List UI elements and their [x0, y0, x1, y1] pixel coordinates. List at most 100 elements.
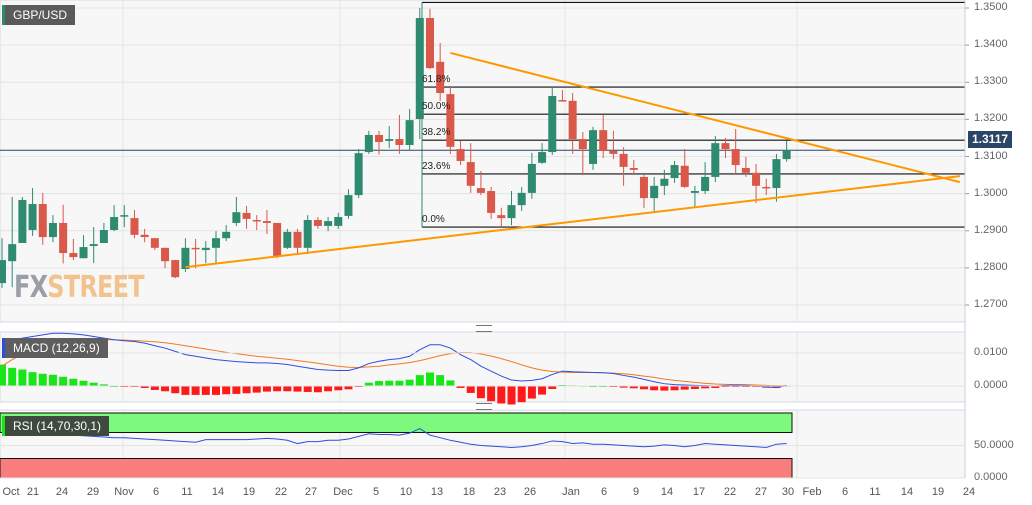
- candle-body: [385, 139, 394, 141]
- price-tick-label: 1.3400: [974, 38, 1008, 51]
- candle-body: [99, 230, 108, 244]
- candle-body: [446, 94, 455, 147]
- candle-body: [527, 163, 536, 193]
- candle-body: [476, 188, 485, 193]
- macd-histogram-bar: [18, 369, 27, 386]
- macd-histogram-bar: [466, 386, 475, 393]
- macd-histogram-bar: [548, 386, 557, 389]
- macd-histogram-bar: [629, 386, 638, 389]
- candle-body: [721, 143, 730, 150]
- candle-body: [252, 219, 261, 222]
- candle-body: [283, 231, 292, 248]
- macd-histogram-bar: [211, 386, 220, 395]
- candle-body: [405, 120, 414, 145]
- candle-body: [242, 212, 251, 219]
- candle-body: [395, 139, 404, 145]
- candle-body: [752, 172, 761, 186]
- macd-histogram-bar: [538, 386, 547, 395]
- candle-body: [303, 219, 312, 248]
- macd-histogram-bar: [99, 384, 108, 386]
- x-axis-date-label: 29: [86, 486, 100, 498]
- x-axis-date-label: 17: [692, 486, 706, 498]
- candle-body: [548, 95, 557, 153]
- price-tick-label: 1.2900: [974, 223, 1008, 236]
- macd-histogram-bar: [273, 386, 282, 392]
- panel-resize-handle[interactable]: [476, 403, 492, 410]
- price-tick-label: 1.3200: [974, 112, 1008, 125]
- candle-body: [293, 231, 302, 248]
- candle-body: [8, 244, 17, 262]
- macd-histogram-bar: [8, 367, 17, 386]
- x-axis-date-label: 10: [399, 486, 413, 498]
- fib-level-label: 0.0%: [422, 214, 445, 226]
- macd-histogram-bar: [283, 386, 292, 392]
- macd-histogram-bar: [619, 386, 628, 388]
- x-axis-date-label: 21: [26, 486, 40, 498]
- x-axis-date-label: 6: [600, 486, 608, 498]
- candle-body: [701, 176, 710, 192]
- candle-body: [344, 195, 353, 216]
- macd-histogram-bar: [252, 386, 261, 393]
- candle-body: [711, 143, 720, 177]
- macd-histogram-bar: [456, 386, 465, 388]
- candle-body: [589, 130, 598, 164]
- candle-body: [28, 204, 37, 231]
- candle-body: [18, 199, 27, 244]
- macd-histogram-bar: [161, 386, 170, 392]
- macd-histogram-bar: [303, 386, 312, 392]
- macd-histogram-bar: [415, 375, 424, 386]
- candle-body: [639, 176, 648, 199]
- fib-level-label: 50.0%: [422, 101, 451, 113]
- macd-histogram-bar: [772, 386, 781, 388]
- candle-body: [517, 192, 526, 206]
- rsi-line: [1, 428, 787, 448]
- x-axis-date-label: 30: [781, 486, 795, 498]
- macd-histogram-bar: [690, 386, 699, 389]
- candle-body: [89, 244, 98, 246]
- macd-histogram-bar: [446, 380, 455, 386]
- candle-body: [650, 185, 659, 199]
- x-axis-date-label: 5: [372, 486, 380, 498]
- fib-level-label: 61.8%: [422, 74, 451, 86]
- x-axis-date-label: 19: [931, 486, 945, 498]
- candle-body: [629, 168, 638, 170]
- candle-body: [599, 130, 608, 151]
- candle-body: [354, 153, 363, 196]
- candle-body: [670, 165, 679, 179]
- x-axis-date-label: 27: [754, 486, 768, 498]
- trendline: [185, 175, 960, 269]
- panel-resize-handle[interactable]: [476, 325, 492, 332]
- macd-histogram-bar: [140, 386, 149, 388]
- macd-histogram-bar: [436, 375, 445, 386]
- x-axis-date-label: 14: [211, 486, 225, 498]
- macd-histogram-bar: [242, 386, 251, 394]
- candle-body: [201, 247, 210, 251]
- candle-body: [120, 215, 129, 217]
- macd-histogram-bar: [364, 382, 373, 386]
- price-tick-label: 1.2800: [974, 260, 1008, 273]
- candle-body: [568, 100, 577, 140]
- x-axis-date-label: Nov: [114, 486, 134, 498]
- macd-histogram-bar: [344, 386, 353, 390]
- candle-body: [324, 221, 333, 226]
- rsi-oversold-zone: [0, 458, 793, 479]
- macd-histogram-bar: [395, 380, 404, 386]
- macd-histogram-bar: [324, 386, 333, 392]
- price-tick-label: 1.3100: [974, 149, 1008, 162]
- candle-body: [466, 162, 475, 186]
- x-axis-date-label: 14: [900, 486, 914, 498]
- macd-histogram-bar: [497, 386, 506, 404]
- macd-histogram-bar: [232, 386, 241, 394]
- macd-histogram-bar: [150, 386, 159, 390]
- candle-body: [69, 253, 78, 258]
- macd-histogram-bar: [405, 379, 414, 386]
- current-price-badge: 1.3117: [968, 131, 1013, 148]
- candle-body: [741, 168, 750, 173]
- candle-body: [140, 234, 149, 238]
- macd-histogram-bar: [171, 386, 180, 394]
- macd-histogram-bar: [425, 372, 434, 386]
- macd-label: MACD (12,26,9): [2, 338, 108, 358]
- macd-histogram-bar: [181, 386, 190, 395]
- x-axis-date-label: Feb: [802, 486, 822, 498]
